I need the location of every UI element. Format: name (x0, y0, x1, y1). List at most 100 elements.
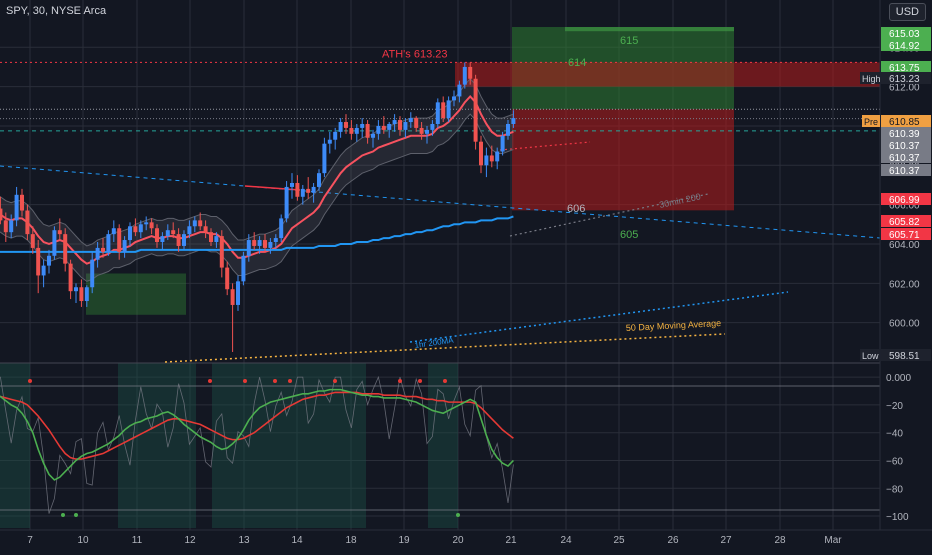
price-tag-value: 605.71 (889, 230, 920, 241)
candle-body (279, 218, 284, 239)
candle-body (9, 220, 14, 233)
candle-body (468, 66, 473, 79)
osc-signal-dot (418, 379, 422, 383)
osc-axis-tick: −100 (886, 512, 909, 523)
candle-body (47, 255, 51, 266)
time-axis-tick: 28 (774, 535, 786, 546)
candle-body (192, 220, 197, 227)
resistance-zone (455, 62, 880, 87)
candle-body (68, 263, 73, 292)
50-day-ma-label: 50 Day Moving Average (626, 318, 722, 333)
candle-body (495, 151, 500, 162)
candle-body (414, 118, 419, 128)
candle-body (360, 123, 365, 128)
candle-body (36, 247, 41, 276)
time-axis-tick: 10 (77, 535, 89, 546)
price-tag-box (881, 139, 931, 151)
candle-body (338, 122, 343, 132)
candle-body (484, 155, 489, 166)
price-tag-value: 605.82 (889, 217, 920, 228)
candle-body (138, 224, 143, 233)
candle-body (209, 232, 213, 243)
candle-body (300, 188, 305, 197)
candle-body (203, 226, 208, 233)
candle-body (165, 230, 170, 237)
osc-raw-line (0, 375, 514, 514)
pre-value: 610.85 (889, 117, 920, 128)
target-zone-top (565, 27, 734, 32)
price-tag-box (881, 39, 931, 51)
osc-signal-dot (61, 513, 65, 517)
candle-body (306, 188, 311, 193)
osc-axis-tick: 0.000 (886, 373, 911, 384)
candle-body (263, 240, 267, 248)
time-axis-tick: 21 (505, 535, 517, 546)
time-axis-tick: 11 (132, 535, 143, 546)
price-tag-box (881, 72, 931, 84)
time-axis-tick: 12 (184, 535, 196, 546)
candle-body (236, 281, 240, 305)
osc-axis-tick: −40 (886, 429, 903, 440)
candle-body (30, 234, 35, 248)
price-tag-box (881, 349, 931, 361)
candle-body (403, 122, 408, 130)
price-tag-value: 610.37 (889, 166, 920, 177)
candle-body (349, 127, 354, 134)
candle-body (14, 194, 19, 221)
candle-body (273, 238, 278, 243)
candle-body (214, 236, 219, 243)
high-tag: High (862, 74, 881, 84)
time-axis-tick: 7 (27, 535, 33, 546)
candle-body (430, 123, 435, 130)
candle-body (0, 208, 3, 221)
osc-main-line (0, 388, 514, 481)
ema-band-lower (0, 113, 514, 282)
price-tag-box (881, 228, 931, 240)
osc-signal-dot (74, 513, 78, 517)
candle-body (344, 122, 348, 128)
price-tag-box (881, 164, 931, 176)
currency-button[interactable]: USD (888, 3, 926, 21)
osc-signal-dot (333, 379, 337, 383)
candle-body (511, 118, 516, 124)
pre-tag-box (862, 115, 880, 127)
target-615-label: 615 (620, 35, 638, 47)
price-tag-value: 613.75 (889, 63, 920, 74)
ath-label: ATH's 613.23 (382, 48, 447, 60)
price-tag-value: 610.37 (889, 141, 920, 152)
osc-signal-dot (273, 379, 277, 383)
osc-signal-dot (28, 379, 32, 383)
osc-signal-dot (456, 513, 460, 517)
candle-body (187, 226, 192, 235)
stop-zone-red (512, 109, 734, 211)
time-axis-tick: 18 (345, 535, 357, 546)
price-axis-bg (880, 0, 932, 550)
candle-body (149, 222, 154, 229)
target-614-label: 614 (568, 57, 586, 69)
price-tag-value: 615.03 (889, 29, 920, 40)
candle-body (295, 183, 300, 197)
price-axis-tick: 612.00 (889, 83, 920, 94)
price-tag-box (881, 61, 931, 73)
time-axis-tick: Mar (824, 535, 842, 546)
candle-body (3, 220, 8, 233)
candle-body (133, 226, 138, 233)
candle-body (106, 234, 111, 252)
level-605-label: 605 (620, 229, 638, 241)
candle-body (176, 234, 181, 246)
candle-body (371, 133, 375, 138)
chart-title: SPY, 30, NYSE Arca (6, 5, 107, 17)
candle-body (20, 194, 24, 211)
candle-body (268, 242, 273, 248)
candle-body (122, 240, 127, 252)
candle-body (462, 66, 467, 85)
candle-body (473, 78, 478, 142)
candle-body (284, 186, 289, 219)
candle-body (79, 287, 84, 302)
low-tag: Low (862, 351, 879, 361)
candle-body (365, 123, 370, 138)
candle-body (95, 247, 100, 260)
time-axis-tick: 26 (667, 535, 679, 546)
